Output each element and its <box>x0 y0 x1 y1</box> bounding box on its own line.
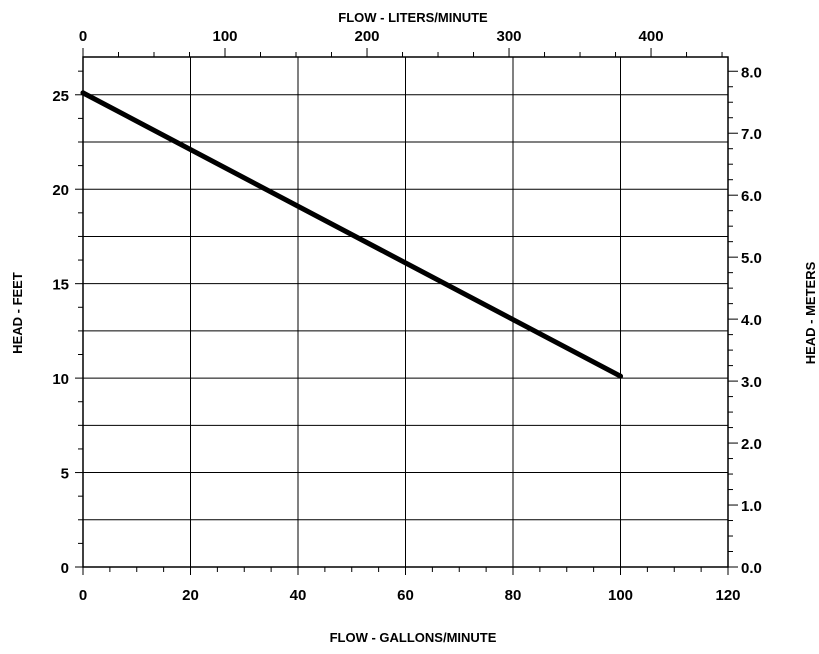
y-tick-label: 25 <box>52 88 69 105</box>
x-tick-label: 0 <box>79 587 87 604</box>
x-axis-title: FLOW - GALLONS/MINUTE <box>330 630 497 645</box>
x2-tick-label: 400 <box>639 28 664 45</box>
x2-tick-label: 200 <box>355 28 380 45</box>
y-tick-label: 20 <box>52 182 69 199</box>
x2-tick-label: 100 <box>212 28 237 45</box>
x-tick-label: 60 <box>397 587 414 604</box>
y2-tick-label: 0.0 <box>741 560 762 577</box>
y2-tick-label: 5.0 <box>741 250 762 267</box>
y2-tick-label: 3.0 <box>741 374 762 391</box>
plot-frame <box>82 56 729 568</box>
y2-tick-label: 7.0 <box>741 126 762 143</box>
tick-labels: 0 20 40 60 80 100 120 0 5 10 15 20 25 0 100 200 300 400 0.… <box>52 28 762 604</box>
data-point <box>618 373 623 379</box>
y2-axis-title: HEAD - METERS <box>803 261 818 364</box>
y2-tick-label: 6.0 <box>741 188 762 205</box>
tick-marks <box>75 48 738 575</box>
x-tick-label: 80 <box>505 587 522 604</box>
y2-tick-label: 4.0 <box>741 312 762 329</box>
y-tick-label: 15 <box>52 277 69 294</box>
x-tick-label: 120 <box>715 587 740 604</box>
y-axis-title: HEAD - FEET <box>10 272 25 354</box>
x2-tick-label: 0 <box>79 28 87 45</box>
performance-curve-line <box>80 90 623 379</box>
series-layer <box>80 90 623 379</box>
x-tick-label: 40 <box>290 587 307 604</box>
y2-tick-label: 8.0 <box>741 64 762 81</box>
y-tick-label: 5 <box>61 466 69 483</box>
x2-axis-title: FLOW - LITERS/MINUTE <box>338 10 488 25</box>
y2-tick-label: 1.0 <box>741 498 762 515</box>
x2-tick-label: 300 <box>497 28 522 45</box>
y-tick-label: 0 <box>61 560 69 577</box>
y2-tick-label: 2.0 <box>741 436 762 453</box>
y-tick-label: 10 <box>52 371 69 388</box>
x-tick-label: 100 <box>608 587 633 604</box>
x-tick-label: 20 <box>182 587 199 604</box>
grid-lines <box>83 57 728 567</box>
